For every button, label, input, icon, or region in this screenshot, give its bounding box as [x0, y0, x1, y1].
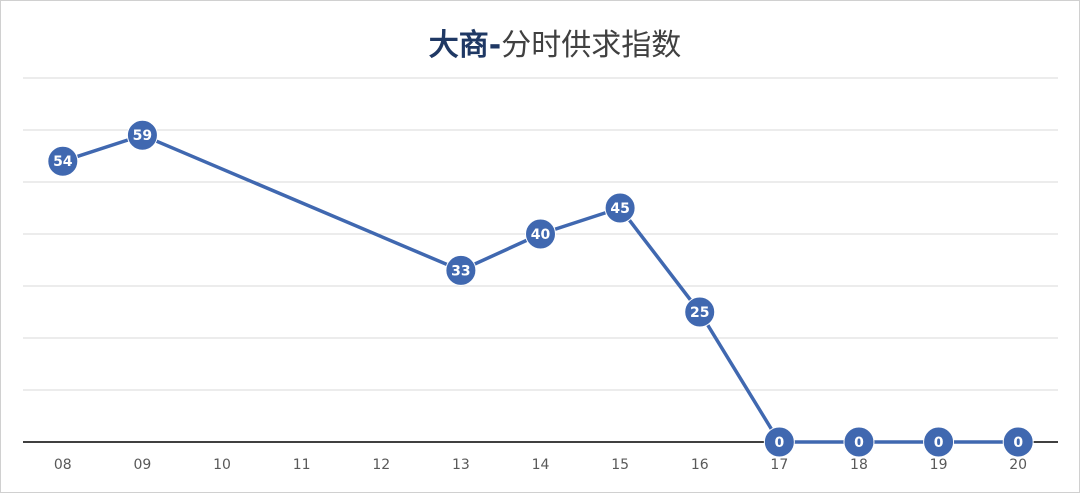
point	[843, 426, 875, 458]
point	[604, 192, 636, 224]
x-tick-label: 16	[691, 457, 709, 473]
data-label: 33	[451, 263, 470, 279]
data-label: 54	[53, 154, 73, 170]
data-label: 59	[133, 128, 152, 144]
data-label: 25	[690, 305, 709, 321]
x-tick-label: 19	[930, 457, 948, 473]
title-rest: 分时供求指数	[501, 28, 681, 63]
data-label: 0	[1013, 435, 1023, 451]
point	[1002, 426, 1034, 458]
x-tick-label: 14	[532, 457, 550, 473]
line	[62, 133, 1019, 444]
x-tick-label: 13	[452, 457, 470, 473]
point	[684, 296, 716, 328]
data-label: 45	[610, 201, 629, 217]
point	[126, 119, 158, 151]
x-tick-label: 15	[611, 457, 629, 473]
x-tick-label: 17	[770, 457, 788, 473]
point	[47, 145, 79, 177]
data-label: 0	[934, 435, 944, 451]
chart-title: 大商-分时供求指数	[429, 28, 681, 63]
x-tick-label: 11	[293, 457, 311, 473]
point	[445, 254, 477, 286]
point	[763, 426, 795, 458]
x-tick-label: 09	[134, 457, 152, 473]
x-tick-label: 18	[850, 457, 868, 473]
data-label: 0	[774, 435, 784, 451]
data-label: 40	[531, 227, 551, 243]
point	[923, 426, 955, 458]
x-tick-label: 12	[372, 457, 390, 473]
x-tick-label: 08	[54, 457, 72, 473]
data-label: 0	[854, 435, 864, 451]
title-bold: 大商-	[429, 28, 501, 63]
x-tick-label: 10	[213, 457, 231, 473]
point	[525, 218, 556, 250]
x-tick-label: 20	[1009, 457, 1027, 473]
